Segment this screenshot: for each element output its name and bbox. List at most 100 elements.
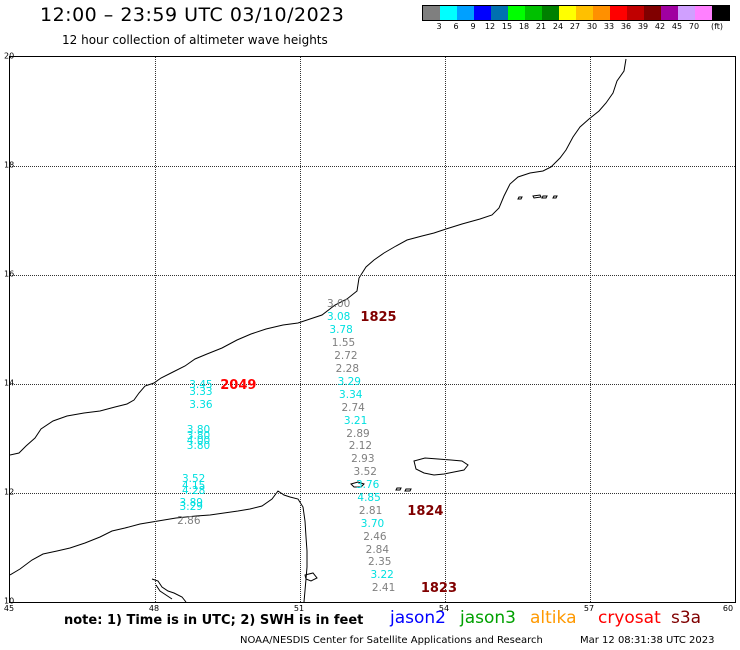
colorbar-labels: 3 6 9 12 15 18 21 24 27 30 33 36 39 42 45 70 (ft) <box>422 22 740 34</box>
longitude-label: 48 <box>148 604 160 613</box>
wave-height-obs: 3.76 <box>355 478 380 491</box>
legend-jason3: jason3 <box>460 608 516 628</box>
wave-height-obs: 2.72 <box>334 350 358 363</box>
wave-height-obs: 3.00 <box>326 297 351 310</box>
colorbar-tick-label: (ft) <box>710 22 724 31</box>
colorbar-swatch <box>508 6 525 20</box>
colorbar-tick-label: 27 <box>569 22 581 31</box>
colorbar-swatch <box>593 6 610 20</box>
wave-height-obs: 3.22 <box>370 569 394 582</box>
longitude-label: 51 <box>293 604 305 613</box>
wave-height-obs: 3.29 <box>337 375 361 388</box>
pass-time-label: 1824 <box>407 503 444 519</box>
wave-height-obs: 2.41 <box>371 582 396 595</box>
colorbar-swatch <box>559 6 576 20</box>
colorbar-tick-label: 24 <box>552 22 564 31</box>
latitude-label: 16 <box>4 269 15 279</box>
wave-height-obs: 2.46 <box>363 530 387 543</box>
longitude-gridline <box>300 57 301 602</box>
latitude-gridline <box>10 493 735 494</box>
latitude-label: 18 <box>4 160 15 170</box>
latitude-gridline <box>10 275 735 276</box>
wave-height-obs: 3.21 <box>343 414 368 427</box>
colorbar-tick-label: 9 <box>470 22 476 31</box>
colorbar-tick-label: 42 <box>654 22 666 31</box>
wave-height-obs: 3.34 <box>339 388 363 401</box>
latitude-label: 12 <box>4 487 15 497</box>
colorbar-swatch <box>525 6 542 20</box>
wave-height-obs: 2.86 <box>177 514 201 527</box>
pass-time-label: 2049 <box>220 378 257 394</box>
wave-height-obs: 2.28 <box>335 362 360 375</box>
colorbar-tick-label: 70 <box>688 22 700 31</box>
colorbar-tick-label: 15 <box>501 22 513 31</box>
colorbar-swatch <box>695 6 712 20</box>
wave-height-colorbar <box>422 5 730 21</box>
wave-height-obs: 3.08 <box>326 310 351 323</box>
wave-height-obs: 2.74 <box>341 401 365 414</box>
wave-height-obs: 3.29 <box>179 501 203 514</box>
colorbar-tick-label: 36 <box>620 22 632 31</box>
colorbar-swatch <box>661 6 678 20</box>
legend-cryosat: cryosat <box>598 608 661 628</box>
wave-height-obs: 2.84 <box>365 543 390 556</box>
units-note: note: 1) Time is in UTC; 2) SWH is in fe… <box>64 613 364 628</box>
map-title: 12:00 – 23:59 UTC 03/10/2023 <box>40 4 345 26</box>
latitude-gridline <box>10 166 735 167</box>
wave-height-obs: 2.35 <box>368 556 392 569</box>
colorbar-swatch <box>542 6 559 20</box>
longitude-gridline <box>590 57 591 602</box>
latitude-label: 14 <box>4 378 15 388</box>
wave-height-obs: 2.12 <box>348 440 373 453</box>
wave-height-obs: 2.81 <box>358 505 383 518</box>
longitude-label: 45 <box>3 604 15 613</box>
colorbar-swatch <box>457 6 474 20</box>
colorbar-tick-label: 39 <box>637 22 649 31</box>
map-subtitle: 12 hour collection of altimeter wave hei… <box>62 33 328 47</box>
colorbar-swatch <box>644 6 661 20</box>
colorbar-swatch <box>678 6 695 20</box>
wave-height-obs: 3.80 <box>186 423 211 436</box>
colorbar-swatch <box>610 6 627 20</box>
colorbar-swatch <box>423 6 440 20</box>
map-frame: 3.00 3.08 3.78 1.55 2.72 2.28 3.29 3.34 2.74 3.21… <box>9 56 736 603</box>
latitude-label: 20 <box>4 51 15 61</box>
wave-height-obs: 3.33 <box>189 386 213 399</box>
generation-timestamp: Mar 12 08:31:38 UTC 2023 <box>580 635 715 646</box>
colorbar-tick-label: 33 <box>603 22 615 31</box>
colorbar-swatch <box>712 6 729 20</box>
wave-height-obs: 4.15 <box>181 480 206 492</box>
colorbar-tick-label: 18 <box>518 22 530 31</box>
colorbar-swatch <box>576 6 593 20</box>
wave-height-obs: 2.93 <box>351 453 375 466</box>
colorbar-tick-label: 12 <box>484 22 496 31</box>
legend-altika: altika <box>530 608 577 628</box>
wave-height-obs: 3.45 <box>189 379 213 392</box>
colorbar-tick-label: 6 <box>453 22 459 31</box>
wave-height-obs: 3.52 <box>181 472 206 485</box>
pass-time-label: 1825 <box>360 309 397 325</box>
wave-height-obs: 3.89 <box>179 497 203 510</box>
pass-time-label: 1823 <box>420 580 458 596</box>
colorbar-swatch <box>474 6 491 20</box>
colorbar-tick-label: 21 <box>535 22 547 31</box>
legend-s3a: s3a <box>671 608 702 628</box>
latitude-label: 10 <box>4 596 15 606</box>
credit-line: NOAA/NESDIS Center for Satellite Applica… <box>240 635 543 646</box>
longitude-label: 54 <box>438 604 450 613</box>
colorbar-tick-label: 45 <box>671 22 683 31</box>
wave-height-obs: 4.85 <box>357 491 381 504</box>
wave-height-obs: 3.80 <box>186 430 211 443</box>
longitude-label: 60 <box>722 604 734 613</box>
wave-height-obs: 1.55 <box>331 337 356 350</box>
wave-height-obs: 3.78 <box>329 324 353 337</box>
longitude-label: 57 <box>583 604 595 613</box>
wave-height-obs: 4.00 <box>186 435 211 448</box>
colorbar-tick-label: 3 <box>436 22 442 31</box>
wave-height-obs: 3.80 <box>186 440 211 453</box>
longitude-gridline <box>445 57 446 602</box>
legend-jason2: jason2 <box>390 608 446 628</box>
latitude-gridline <box>10 384 735 385</box>
colorbar-swatch <box>491 6 508 20</box>
wave-height-obs: 4.28 <box>181 484 206 497</box>
